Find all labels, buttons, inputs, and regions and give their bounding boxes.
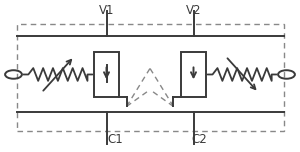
Text: C1: C1 [107,133,123,146]
Bar [16,24,283,131]
Text: V2: V2 [186,4,201,17]
Text: C2: C2 [191,133,207,146]
Bar [181,52,206,97]
Bar [94,52,119,97]
Text: V1: V1 [99,4,114,17]
